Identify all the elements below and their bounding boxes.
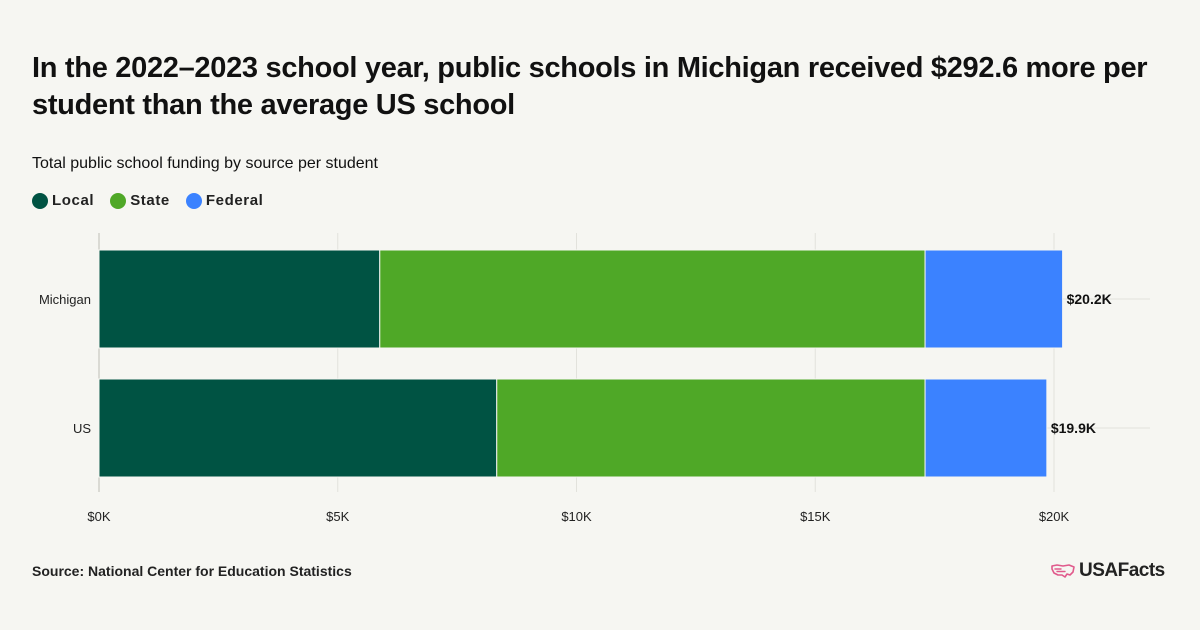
- legend-label-local: Local: [52, 192, 95, 209]
- x-tick-label-1: $5K: [326, 509, 349, 524]
- legend-label-federal: Federal: [205, 192, 264, 209]
- bar-us-federal: [924, 378, 1048, 478]
- category-label-us: US: [73, 421, 91, 436]
- bar-michigan-state: [379, 249, 926, 349]
- source-note: Source: National Center for Education St…: [32, 563, 352, 579]
- legend-item-federal: Federal: [185, 192, 264, 209]
- bar-us-state: [496, 378, 926, 478]
- total-label-us: $19.9K: [1051, 420, 1096, 436]
- bar-us-local: [98, 378, 498, 478]
- legend-item-local: Local: [32, 192, 94, 209]
- brand-name: USAFacts: [1079, 560, 1165, 581]
- x-tick-label-3: $15K: [800, 509, 831, 524]
- legend-item-state: State: [110, 192, 170, 209]
- legend-swatch-state: [110, 192, 127, 209]
- brand-logo: USAFacts: [1051, 560, 1165, 582]
- x-tick-label-0: $0K: [87, 509, 110, 524]
- bar-michigan-local: [98, 249, 381, 349]
- legend-label-state: State: [130, 192, 170, 209]
- chart-subtitle: Total public school funding by source pe…: [32, 155, 378, 172]
- legend-swatch-local: [32, 192, 48, 209]
- legend: Local State Federal: [32, 192, 279, 209]
- legend-swatch-federal: [185, 192, 202, 209]
- bar-michigan-federal: [924, 249, 1064, 349]
- chart-title: In the 2022–2023 school year, public sch…: [32, 52, 1148, 121]
- us-map-icon: [1051, 564, 1075, 578]
- x-tick-label-4: $20K: [1039, 509, 1070, 524]
- category-label-michigan: Michigan: [39, 292, 91, 307]
- x-tick-label-2: $10K: [561, 509, 592, 524]
- total-label-michigan: $20.2K: [1067, 291, 1112, 307]
